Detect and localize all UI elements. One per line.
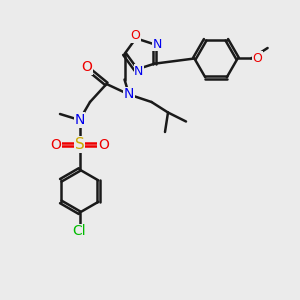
Text: Cl: Cl <box>73 224 86 238</box>
Text: S: S <box>75 137 84 152</box>
Text: O: O <box>98 138 109 152</box>
Text: O: O <box>130 29 140 42</box>
Text: O: O <box>50 138 61 152</box>
Text: N: N <box>74 113 85 127</box>
Text: N: N <box>124 88 134 101</box>
Text: O: O <box>82 60 92 74</box>
Text: N: N <box>153 38 162 51</box>
Text: O: O <box>253 52 262 65</box>
Text: N: N <box>134 65 144 78</box>
